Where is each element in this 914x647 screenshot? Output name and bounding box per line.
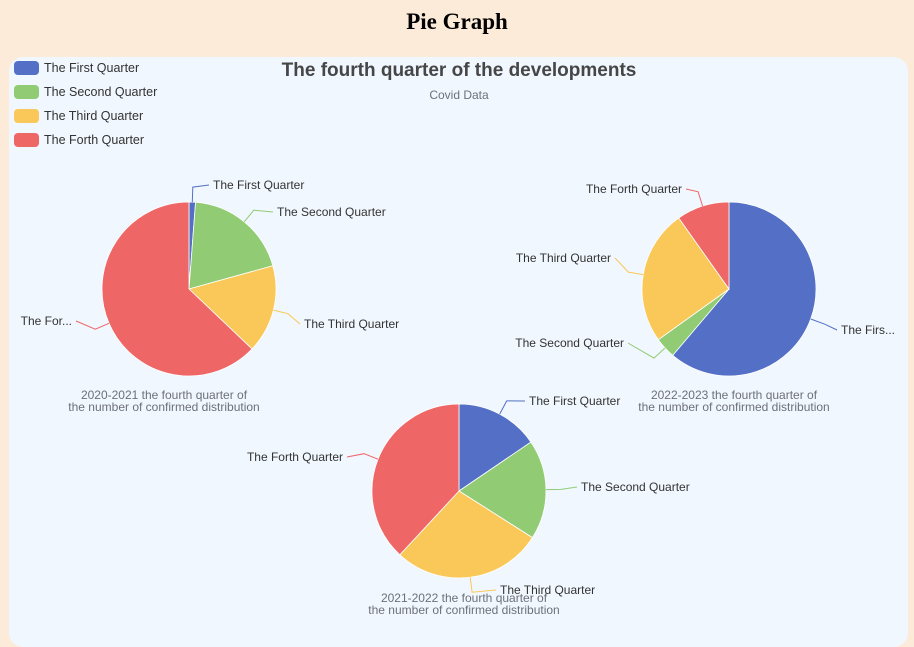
slice-label: The Second Quarter bbox=[277, 205, 386, 219]
slice-label: The Forth Quarter bbox=[586, 182, 682, 196]
legend-swatch[interactable] bbox=[14, 109, 39, 123]
legend-label[interactable]: The Forth Quarter bbox=[44, 133, 144, 147]
legend-label[interactable]: The Third Quarter bbox=[44, 109, 143, 123]
pie: The Firs... The Second Quarter The Third Q… bbox=[515, 182, 895, 414]
pie-title: 2020-2021 the fourth quarter of bbox=[81, 388, 248, 402]
label-line bbox=[627, 342, 666, 359]
pie-slice[interactable] bbox=[672, 201, 817, 377]
slice-label: The Third Quarter bbox=[516, 251, 611, 265]
pie-slice[interactable] bbox=[458, 441, 547, 539]
pie-chart: The fourth quarter of the developments C… bbox=[14, 60, 895, 617]
legend-label[interactable]: The First Quarter bbox=[44, 61, 139, 75]
label-line bbox=[273, 309, 301, 325]
pie: The First Quarter The Second Quarter The T… bbox=[247, 394, 690, 617]
slice-label: The First Quarter bbox=[213, 178, 304, 192]
slice-label: The Third Quarter bbox=[500, 583, 595, 597]
label-line bbox=[469, 577, 497, 593]
pie-slice[interactable] bbox=[641, 217, 730, 341]
slice-label: The Third Quarter bbox=[304, 317, 399, 331]
slice-label: The For... bbox=[21, 314, 72, 328]
pie: The First Quarter The Second Quarter The T… bbox=[21, 178, 400, 414]
pie-title: the number of confirmed distribution bbox=[368, 603, 559, 617]
pie-title: 2022-2023 the fourth quarter of bbox=[651, 388, 818, 402]
label-line bbox=[346, 453, 379, 460]
label-line bbox=[685, 188, 704, 207]
label-line bbox=[243, 209, 274, 223]
chart-title: The fourth quarter of the developments bbox=[282, 60, 637, 81]
pie-slice[interactable] bbox=[371, 403, 460, 556]
pie-title: the number of confirmed distribution bbox=[68, 400, 259, 414]
pie-title: 2021-2022 the fourth quarter of bbox=[381, 591, 548, 605]
slice-label: The First Quarter bbox=[529, 394, 620, 408]
legend-label[interactable]: The Second Quarter bbox=[44, 85, 157, 99]
chart-subtitle: Covid Data bbox=[429, 88, 489, 102]
label-line bbox=[810, 318, 838, 331]
legend-swatch[interactable] bbox=[14, 61, 39, 75]
label-line bbox=[75, 320, 110, 330]
slice-label: The Forth Quarter bbox=[247, 450, 343, 464]
pie-slice[interactable] bbox=[458, 403, 532, 492]
slice-label: The Second Quarter bbox=[515, 336, 624, 350]
pie-slice[interactable] bbox=[678, 201, 730, 291]
label-line bbox=[499, 400, 526, 415]
pie-slice[interactable] bbox=[101, 201, 253, 377]
pie-slice[interactable] bbox=[399, 490, 534, 579]
pie-title: the number of confirmed distribution bbox=[638, 400, 829, 414]
pies: The First Quarter The Second Quarter The T… bbox=[21, 178, 895, 617]
slice-label: The Firs... bbox=[841, 323, 895, 337]
label-line bbox=[614, 257, 644, 276]
legend: The First Quarter The Second Quarter The T… bbox=[14, 61, 157, 147]
label-line bbox=[545, 486, 578, 491]
label-line bbox=[191, 184, 210, 203]
page-title: Pie Graph bbox=[406, 9, 508, 34]
pie-slice[interactable] bbox=[188, 265, 277, 350]
legend-swatch[interactable] bbox=[14, 85, 39, 99]
legend-swatch[interactable] bbox=[14, 133, 39, 147]
slice-label: The Second Quarter bbox=[581, 480, 690, 494]
